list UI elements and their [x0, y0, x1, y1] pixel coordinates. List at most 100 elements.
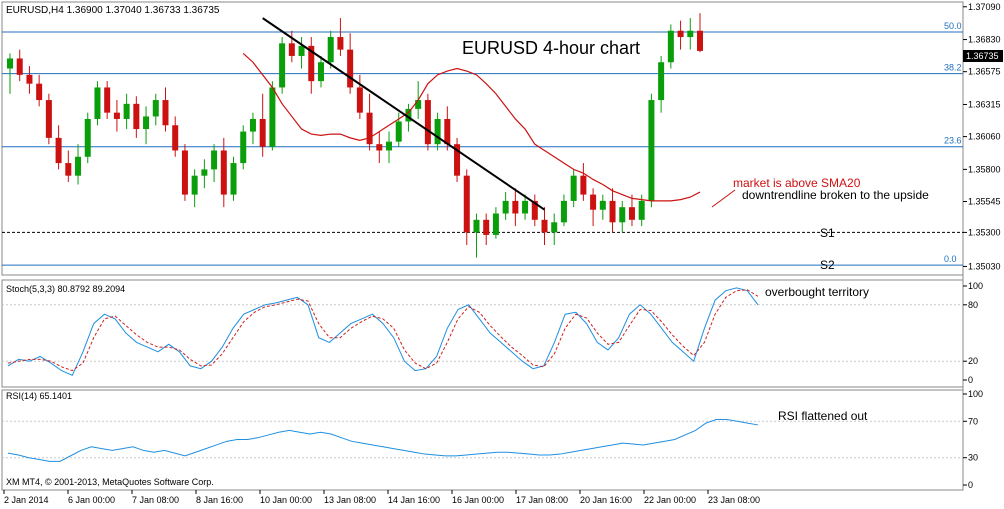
label-s2: S2 [820, 258, 835, 272]
series-line [7, 418, 759, 462]
candle-body [697, 30, 703, 51]
candle-body [502, 200, 509, 214]
candle-body [658, 62, 665, 101]
candle-body [463, 175, 470, 233]
candle-body [152, 100, 159, 117]
osc-tick-label: 0 [968, 480, 973, 490]
fib-label: 50.0 [944, 21, 962, 31]
candle-body [220, 150, 227, 195]
x-tick-label: 10 Jan 00:00 [260, 495, 312, 505]
annotation-overbought: overbought territory [765, 285, 869, 299]
price-tick-label: 1.37090 [968, 2, 1001, 12]
candle-body [570, 175, 577, 201]
price-header: EURUSD,H4 1.36900 1.37040 1.36733 1.3673… [6, 5, 220, 16]
x-tick-label: 20 Jan 16:00 [580, 495, 632, 505]
candle-body [65, 163, 72, 176]
x-tick-label: 6 Jan 00:00 [68, 495, 115, 505]
x-tick-label: 13 Jan 08:00 [324, 495, 376, 505]
series-line [7, 289, 759, 372]
candle-body [308, 45, 315, 82]
candle-body [366, 112, 373, 145]
candle-body [113, 112, 120, 119]
candle-body [123, 103, 130, 119]
candle-body [541, 219, 548, 233]
candle-body [473, 219, 480, 233]
price-tick-label: 1.35300 [968, 227, 1001, 237]
x-tick-label: 2 Jan 2014 [4, 495, 49, 505]
candle-body [599, 200, 606, 210]
candle-body [395, 121, 402, 142]
candle-body [454, 144, 461, 176]
candle-body [327, 37, 334, 63]
price-tick-label: 1.35030 [968, 261, 1001, 271]
candle-body [628, 207, 635, 220]
candle-body [45, 100, 52, 138]
candle-body [317, 62, 324, 82]
candle-body [16, 58, 23, 75]
candle-body [677, 30, 684, 38]
candle-body [492, 213, 499, 235]
x-tick-label: 17 Jan 08:00 [516, 495, 568, 505]
candle-body [551, 222, 558, 233]
candle-body [347, 49, 354, 88]
candle-body [531, 200, 538, 220]
series-line [7, 287, 759, 376]
candle-body [687, 30, 694, 38]
fib-label: 0.0 [944, 254, 957, 264]
stoch-header: Stoch(5,3,3) 80.8792 89.2094 [6, 284, 125, 294]
candle-body [415, 100, 422, 109]
candle-body [211, 150, 218, 170]
candle-body [7, 58, 13, 69]
x-tick-label: 22 Jan 00:00 [644, 495, 696, 505]
candle-body [279, 43, 286, 88]
candle-body [667, 30, 674, 63]
candle-body [444, 118, 451, 145]
candle-body [648, 100, 655, 201]
candle-body [288, 43, 295, 56]
candle-body [181, 150, 188, 195]
candle-body [162, 100, 169, 126]
candle-body [240, 131, 247, 164]
x-tick-label: 16 Jan 00:00 [452, 495, 504, 505]
candle-body [560, 200, 567, 223]
candle-body [424, 100, 431, 145]
candle-body [269, 87, 276, 147]
candle-body [609, 200, 616, 223]
current-price-box [963, 50, 1003, 62]
candle-body [143, 116, 150, 130]
osc-tick-label: 0 [968, 375, 973, 385]
candle-body [337, 37, 344, 50]
candle-body [191, 175, 198, 195]
footer-copyright: XM MT4, © 2001-2013, MetaQuotes Software… [6, 477, 214, 487]
candle-body [638, 200, 645, 220]
osc-tick-label: 20 [968, 356, 978, 366]
candle-body [75, 156, 82, 176]
candle-body [580, 175, 587, 195]
candle-body [104, 87, 111, 113]
candle-body [405, 108, 412, 122]
price-tick-label: 1.36830 [968, 35, 1001, 45]
annotation-rsi: RSI flattened out [778, 409, 868, 423]
price-tick-label: 1.35800 [968, 164, 1001, 174]
annotation-trendline: downtrendline broken to the upside [742, 188, 929, 202]
osc-tick-label: 80 [968, 300, 978, 310]
rsi-panel-frame [1, 389, 964, 491]
price-tick-label: 1.36060 [968, 132, 1001, 142]
candle-body [356, 87, 363, 113]
chart-title: EURUSD 4-hour chart [462, 38, 640, 58]
price-tick-label: 1.36575 [968, 67, 1001, 77]
current-price-label: 1.36735 [966, 51, 999, 61]
annotation-pointer [711, 189, 736, 208]
label-s1: S1 [820, 226, 835, 240]
candle-body [483, 219, 490, 235]
price-tick-label: 1.36315 [968, 99, 1001, 109]
downtrend-line [262, 17, 546, 211]
candle-body [590, 194, 597, 210]
x-tick-label: 23 Jan 08:00 [708, 495, 760, 505]
candle-body [259, 118, 266, 147]
price-tick-label: 1.35545 [968, 197, 1001, 207]
osc-tick-label: 30 [968, 453, 978, 463]
candle-body [512, 200, 519, 214]
candle-body [619, 207, 626, 223]
candle-body [386, 141, 393, 151]
